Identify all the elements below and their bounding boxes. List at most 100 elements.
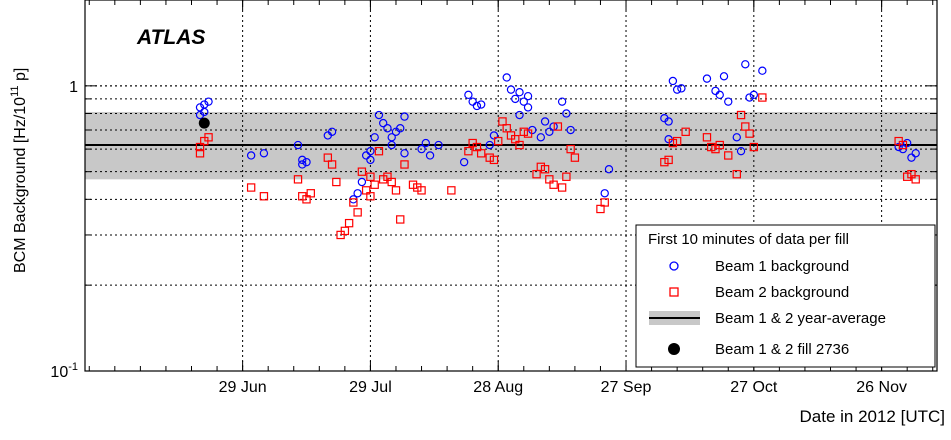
beam1-point (515, 87, 524, 97)
beam2-point (383, 172, 392, 181)
beam2-point (293, 175, 303, 184)
beam2-point (702, 133, 712, 142)
beam2-point (353, 208, 362, 217)
beam1-point (421, 138, 430, 148)
beam1-point (298, 155, 307, 165)
beam1-point (425, 151, 435, 160)
beam2-point (327, 160, 337, 169)
y-tick-label: 1 (69, 79, 78, 96)
beam2-point (553, 122, 563, 131)
beam2-point (596, 204, 605, 214)
beam2-point (902, 172, 912, 181)
beam2-point (374, 146, 384, 156)
beam2-point (724, 151, 733, 160)
beam2-point (195, 142, 205, 152)
beam1-point (549, 122, 558, 131)
beam2-point (672, 136, 682, 146)
beam2-point (600, 198, 609, 207)
beam1-point (911, 149, 920, 158)
beam1-point (523, 91, 533, 101)
beam2-point (498, 117, 507, 126)
beam2-point (417, 186, 426, 195)
beam1-point (523, 103, 533, 112)
beam1-point (540, 117, 550, 126)
beam1-point (195, 103, 205, 112)
beam2-point (664, 155, 673, 165)
series-1 (195, 60, 920, 204)
beam2-point (898, 140, 908, 150)
beam1-point (511, 94, 520, 104)
x-tick-label: 29 Jun (219, 379, 267, 396)
beam2-point (745, 129, 754, 138)
legend-label-beam2: Beam 2 background (715, 284, 849, 301)
beam2-point (519, 127, 528, 136)
beam2-point (447, 186, 456, 195)
beam2-point (911, 175, 920, 184)
beam2-point (562, 172, 571, 181)
beam1-point (907, 153, 916, 162)
beam1-point (357, 177, 367, 187)
beam1-point (472, 101, 482, 111)
beam2-point (707, 142, 716, 152)
beam1-point (758, 66, 767, 75)
beam1-point (749, 90, 759, 100)
beam1-point (557, 97, 567, 106)
y-tick-label-main: 10 (50, 364, 68, 381)
beam1-point (604, 165, 614, 174)
beam2-point (391, 186, 401, 195)
x-tick-label: 27 Sep (601, 379, 652, 396)
beam2-point (340, 226, 350, 236)
beam1-point (366, 155, 375, 165)
legend-marker-fill (668, 343, 680, 355)
beam1-point (485, 140, 494, 150)
y-tick-label: 10-1 (50, 361, 78, 381)
beam1-point (672, 85, 682, 94)
beam1-point (417, 144, 426, 154)
x-tick-labels: 29 Jun 29 Jul 28 Aug 27 Sep 27 Oct 26 Nov (219, 379, 907, 396)
beam2-point (536, 162, 546, 172)
beam1-point (246, 151, 256, 160)
y-tick-label-sup: -1 (68, 361, 78, 373)
beam2-point (549, 180, 558, 189)
beam2-point (736, 110, 746, 120)
beam2-point (907, 169, 916, 179)
beam1-point (894, 142, 903, 152)
fill-2736-point (198, 117, 210, 129)
beam2-point (557, 183, 567, 192)
beam2-point (408, 180, 418, 189)
legend-title: First 10 minutes of data per fill (648, 231, 849, 248)
x-tick-label: 27 Oct (730, 379, 778, 396)
year-average-band-layer (85, 111, 937, 180)
beam1-point (353, 189, 362, 198)
beam2-point (387, 177, 396, 187)
beam2-point (323, 153, 333, 162)
beam2-point (485, 153, 494, 162)
beam1-point (502, 73, 511, 82)
plot-frame (84, 0, 938, 372)
beam1-point (379, 118, 388, 128)
beam2-point (749, 142, 759, 152)
beam2-point (532, 169, 541, 179)
beam1-point (719, 72, 729, 81)
beam1-point (677, 84, 686, 93)
beam1-point (204, 97, 213, 106)
beam2-point (523, 129, 533, 138)
data-points-layer (195, 60, 920, 240)
beam1-point (327, 127, 337, 136)
beam2-point (361, 186, 371, 195)
beam1-point (374, 110, 384, 120)
beam2-point (472, 142, 482, 152)
legend-label-average: Beam 1 & 2 year-average (715, 310, 886, 327)
beam1-point (370, 133, 379, 142)
beam1-point (741, 60, 750, 69)
y-axis-label-sup: 11 (9, 86, 21, 97)
beam1-point (519, 97, 528, 106)
beam2-point (366, 172, 375, 181)
beam1-point (702, 74, 712, 83)
watermark: ATLAS (136, 26, 205, 49)
beam1-point (732, 133, 741, 142)
beam1-point (383, 124, 392, 133)
beam2-point (660, 157, 669, 167)
beam2-point (306, 189, 315, 198)
